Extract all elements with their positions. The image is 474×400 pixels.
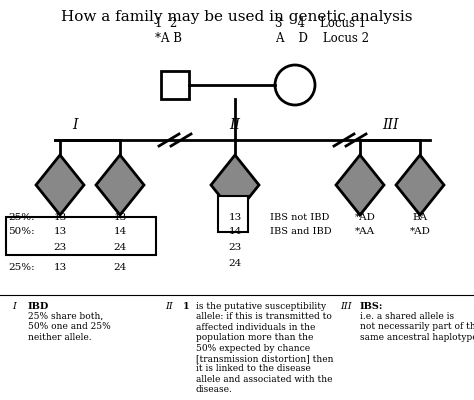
Circle shape xyxy=(275,65,315,105)
Text: 24: 24 xyxy=(113,262,127,272)
Text: 25% share both,
50% one and 25%
neither allele.: 25% share both, 50% one and 25% neither … xyxy=(28,312,111,342)
Text: IBS not IBD: IBS not IBD xyxy=(270,212,329,222)
Text: How a family may be used in genetic analysis: How a family may be used in genetic anal… xyxy=(61,10,413,24)
Text: 25%:: 25%: xyxy=(8,262,35,272)
Text: 14: 14 xyxy=(113,228,127,236)
Text: *AD: *AD xyxy=(355,212,375,222)
Text: 13: 13 xyxy=(54,212,67,222)
Text: 13: 13 xyxy=(54,262,67,272)
Text: i.e. a shared allele is
not necessarily part of the
same ancestral haplotype.: i.e. a shared allele is not necessarily … xyxy=(360,312,474,342)
Text: II: II xyxy=(229,118,240,132)
Polygon shape xyxy=(36,155,84,215)
Bar xyxy=(218,196,248,232)
Text: *AD: *AD xyxy=(410,228,430,236)
Text: IBS:: IBS: xyxy=(360,302,383,311)
Text: 50%:: 50%: xyxy=(8,228,35,236)
Polygon shape xyxy=(396,155,444,215)
Text: is the putative susceptibility
allele: if this is transmitted to
affected indivi: is the putative susceptibility allele: i… xyxy=(196,302,334,394)
Text: 1  2
*A B: 1 2 *A B xyxy=(155,17,182,45)
Text: I: I xyxy=(72,118,78,132)
Text: III: III xyxy=(340,302,352,311)
Polygon shape xyxy=(211,155,259,215)
Text: I: I xyxy=(12,302,16,311)
Bar xyxy=(6,217,156,255)
Text: 13: 13 xyxy=(113,212,127,222)
Text: 14: 14 xyxy=(228,228,242,236)
Text: 23: 23 xyxy=(54,244,67,252)
Text: 24: 24 xyxy=(228,258,242,268)
Text: IBS and IBD: IBS and IBD xyxy=(270,228,332,236)
Text: III: III xyxy=(382,118,398,132)
Text: 25%:: 25%: xyxy=(8,212,35,222)
Text: 13: 13 xyxy=(228,214,242,222)
Text: 1: 1 xyxy=(183,302,190,311)
Text: IBD: IBD xyxy=(28,302,49,311)
Text: *AA: *AA xyxy=(355,228,375,236)
Text: 13: 13 xyxy=(54,228,67,236)
Text: II: II xyxy=(165,302,173,311)
Text: BA: BA xyxy=(412,212,428,222)
Polygon shape xyxy=(336,155,384,215)
Bar xyxy=(161,71,189,99)
Polygon shape xyxy=(96,155,144,215)
Text: 23: 23 xyxy=(228,244,242,252)
Text: 3    4    Locus 1
A    D    Locus 2: 3 4 Locus 1 A D Locus 2 xyxy=(275,17,369,45)
Text: 24: 24 xyxy=(113,244,127,252)
